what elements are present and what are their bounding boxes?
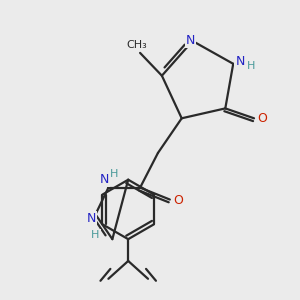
Text: N: N	[186, 34, 195, 46]
Text: H: H	[91, 230, 100, 240]
Text: H: H	[247, 61, 255, 71]
Text: H: H	[110, 169, 118, 179]
Text: CH₃: CH₃	[127, 40, 148, 50]
Text: N: N	[236, 55, 245, 68]
Text: O: O	[173, 194, 183, 207]
Text: N: N	[87, 212, 96, 225]
Text: O: O	[257, 112, 267, 125]
Text: N: N	[100, 173, 109, 186]
